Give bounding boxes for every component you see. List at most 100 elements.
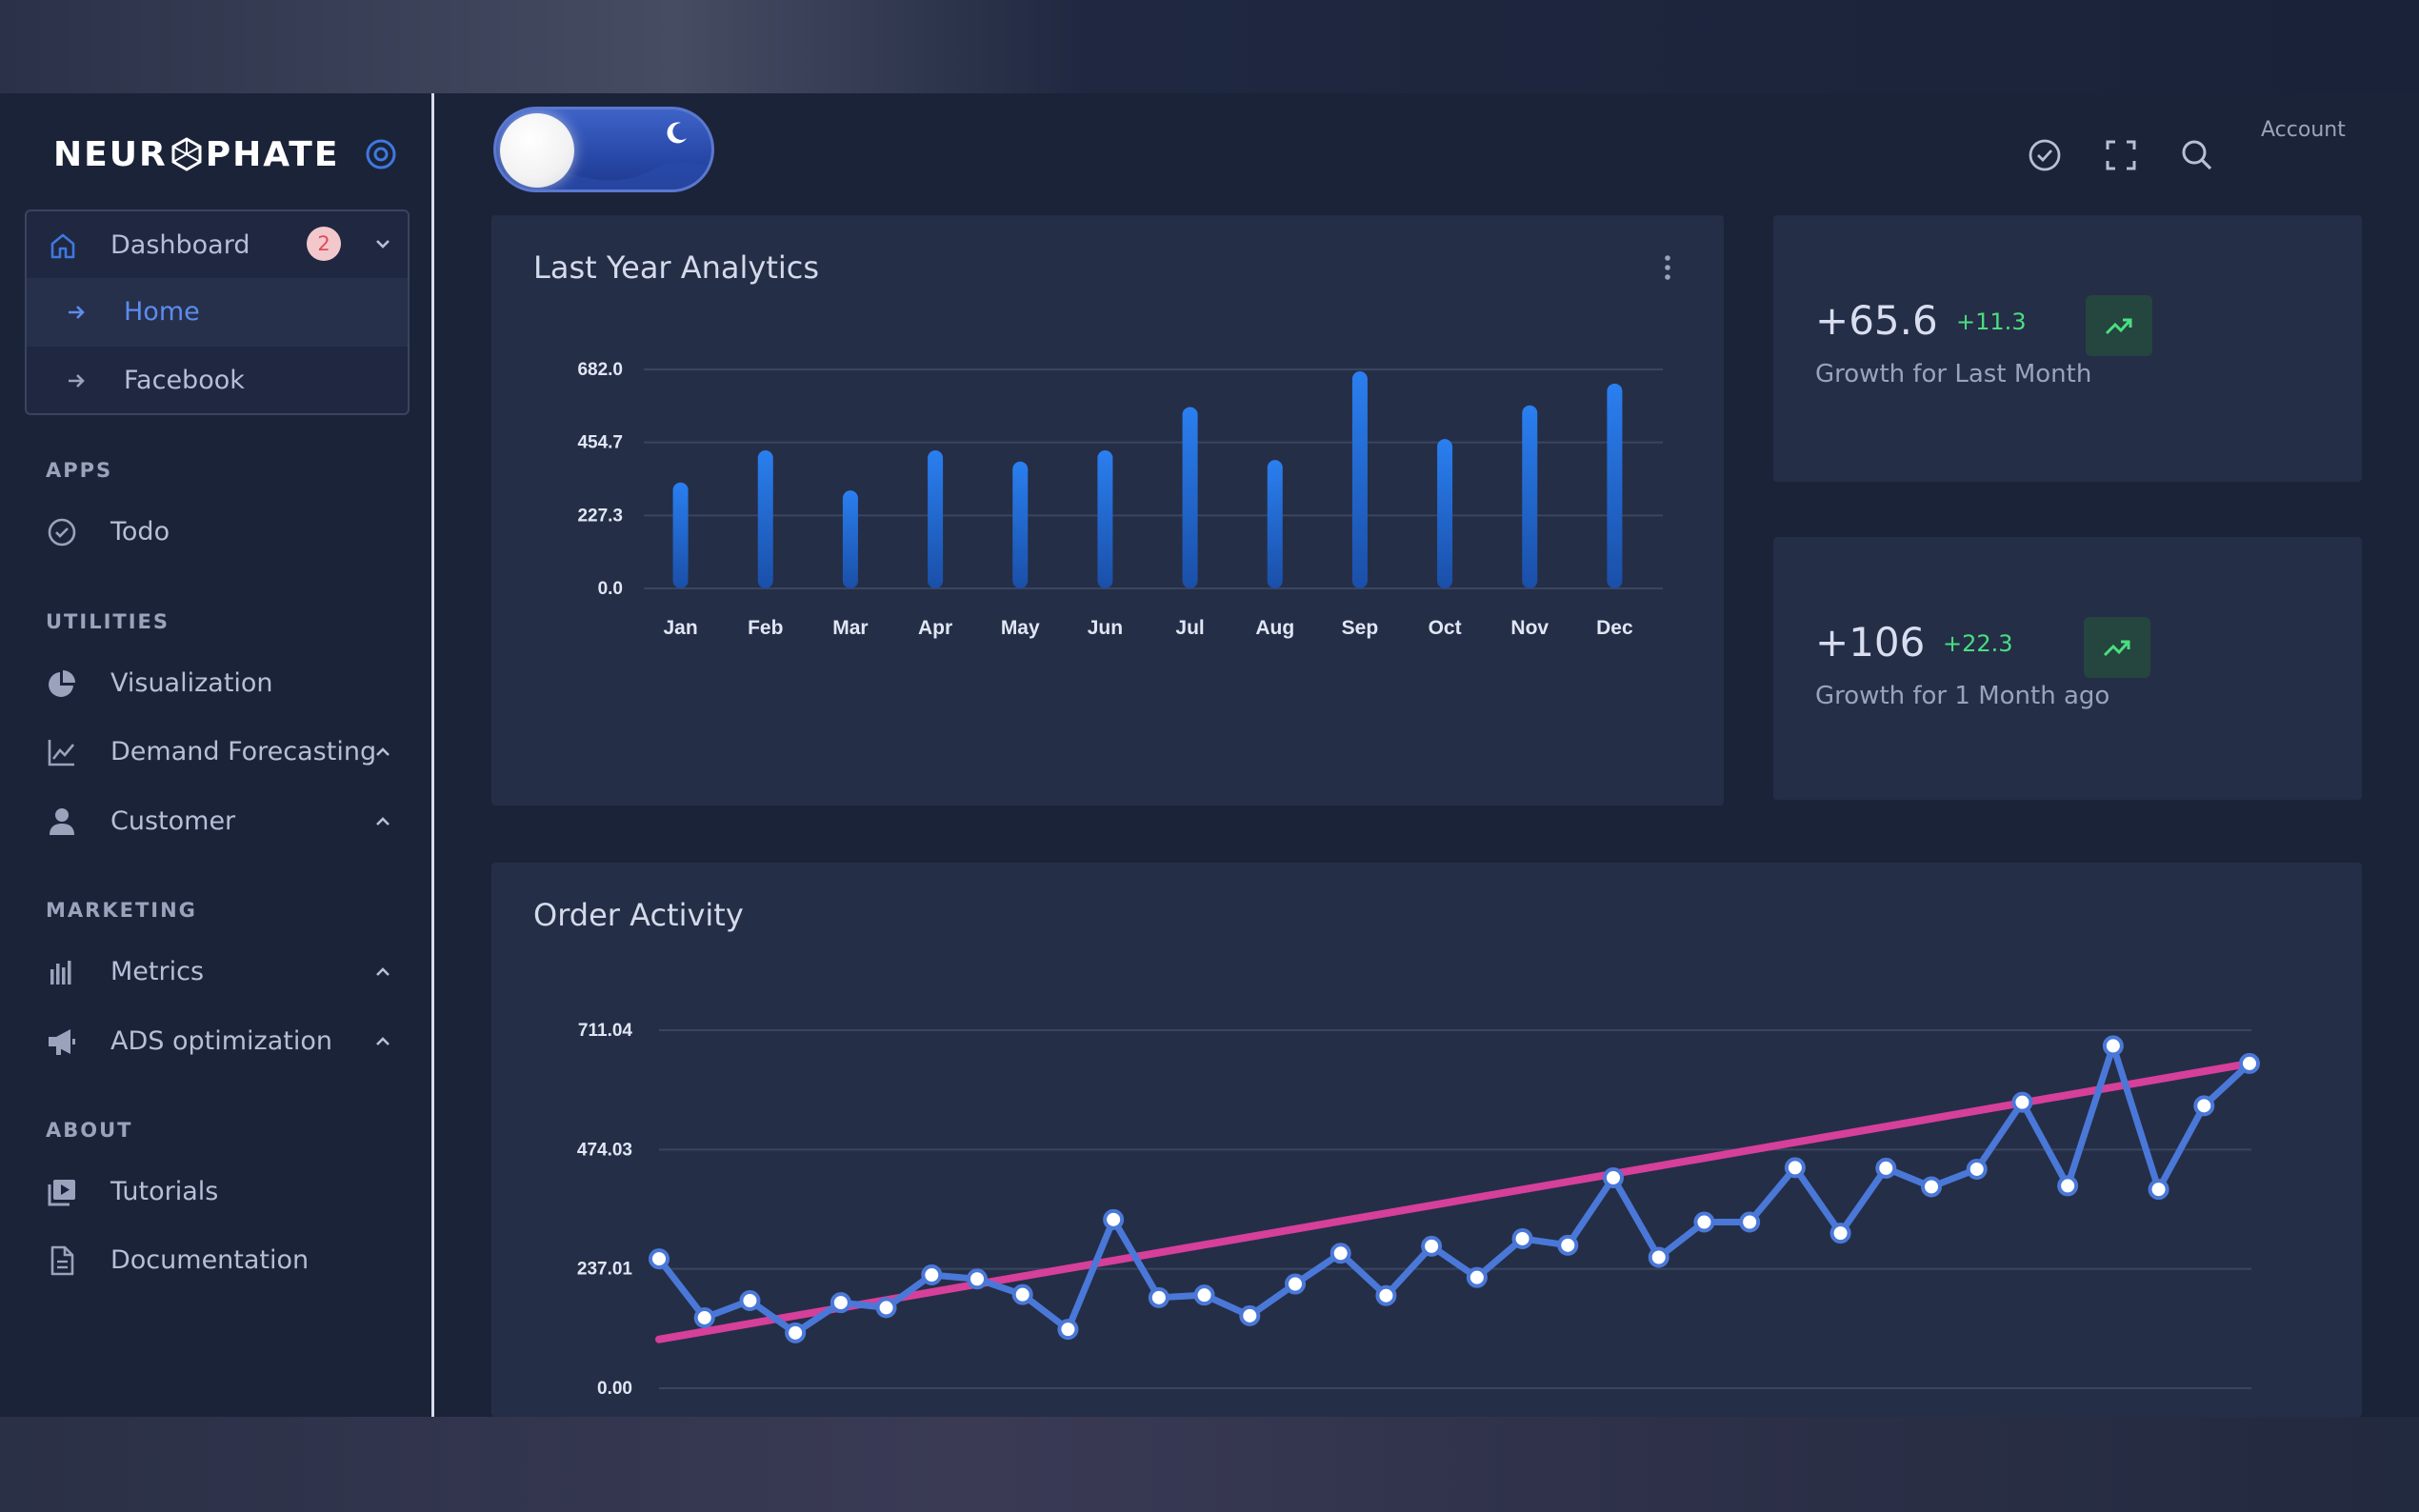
check-circle-icon [48,518,76,547]
toggle-knob[interactable] [500,113,574,188]
x-tick-label: May [1001,617,1040,639]
data-point [2057,1175,2079,1197]
data-point [1875,1157,1897,1179]
chevron-down-icon[interactable] [373,234,392,253]
sidebar-item-facebook[interactable]: Facebook [27,347,408,413]
brain-gem-icon [171,137,202,171]
theme-toggle[interactable] [493,107,714,192]
data-point [1466,1266,1488,1288]
sidebar-item-label: Customer [110,806,236,836]
trend-badge [2086,295,2152,356]
data-point [649,1248,670,1270]
x-tick-label: Dec [1596,617,1633,639]
y-tick-label: 682.0 [577,360,623,380]
data-point [875,1297,897,1319]
bar-jan [672,482,689,588]
x-tick-label: Nov [1510,617,1549,639]
chevron-up-icon[interactable] [373,1032,392,1051]
x-tick-label: Jun [1088,617,1123,639]
bar-jun [1097,449,1113,588]
y-tick-label: 0.0 [598,579,623,599]
x-tick-label: Feb [748,617,783,639]
sidebar-item-customer[interactable]: Customer [0,793,419,850]
brand-logo[interactable]: NEUR PHATE [53,133,339,175]
stat-label: Growth for 1 Month ago [1815,682,2110,710]
target-icon[interactable] [364,137,398,171]
bar-apr [928,449,944,588]
y-tick-label: 711.04 [578,1021,632,1041]
card-title: Last Year Analytics [533,249,820,286]
stat-label: Growth for Last Month [1815,360,2092,388]
stat-card-last-month: +65.6 +11.3 Growth for Last Month [1773,215,2362,482]
sidebar-item-label: Tutorials [110,1177,219,1206]
bar-feb [757,449,773,588]
data-point [1739,1211,1761,1233]
sidebar-item-ads-optimization[interactable]: ADS optimization [0,1013,419,1070]
stat-delta: +11.3 [1956,308,2027,335]
data-point [2148,1179,2169,1201]
moon-icon [667,122,687,144]
x-tick-label: Jan [663,617,697,639]
last-year-analytics-card: Last Year Analytics 0.0 227.3 454.7 682.0 Ja… [491,215,1724,806]
trend-line [655,1059,2253,1343]
section-title-marketing: MARKETING [46,899,197,922]
pie-chart-icon [49,670,75,697]
data-point [1103,1208,1125,1230]
y-tick-label: 0.00 [597,1379,632,1399]
chevron-up-icon[interactable] [373,743,392,762]
fullscreen-icon[interactable] [2103,137,2139,173]
sidebar-item-dashboard[interactable]: Dashboard 2 [27,211,408,278]
sidebar-item-label: Visualization [110,668,273,698]
line-chart-icon [48,740,75,766]
y-tick-label: 474.03 [577,1140,632,1160]
check-circle-icon[interactable] [2027,137,2063,173]
bar-chart: 0.0 227.3 454.7 682.0 Jan Feb Mar Apr May Jun Jul A… [577,360,1663,639]
x-tick-label: Apr [918,617,952,639]
data-point [1648,1246,1669,1268]
bottom-backdrop [0,1417,2419,1512]
bar-dec [1607,383,1623,588]
sidebar-item-home[interactable]: Home [27,278,408,347]
sidebar-item-todo[interactable]: Todo [0,504,419,561]
sidebar-item-visualization[interactable]: Visualization [0,655,419,712]
sidebar-item-documentation[interactable]: Documentation [0,1232,419,1289]
dashboard-menu-group: Dashboard 2 Home Facebook [25,209,410,415]
megaphone-icon [49,1029,75,1055]
video-library-icon [48,1180,75,1206]
data-point [693,1306,715,1328]
chevron-up-icon[interactable] [373,812,392,831]
data-point [1011,1283,1033,1305]
data-point [739,1289,761,1311]
data-point [1693,1211,1715,1233]
data-point [1511,1227,1533,1249]
sidebar-item-demand-forecasting[interactable]: Demand Forecasting [0,724,419,781]
data-point [1603,1166,1624,1188]
search-icon[interactable] [2179,137,2215,173]
bar-chart-icon [50,961,71,985]
data-point [1329,1243,1351,1264]
bar-may [1012,461,1029,588]
stat-delta: +22.3 [1943,630,2013,657]
data-point [1375,1284,1397,1306]
sidebar-item-label: Documentation [110,1245,310,1275]
order-activity-card: Order Activity 0.00 237.01 474.03 711.04 [491,863,2362,1417]
sidebar-item-label: Demand Forecasting [110,737,377,766]
sidebar-item-label: Todo [110,517,170,547]
section-title-about: ABOUT [46,1119,133,1142]
chevron-up-icon[interactable] [373,963,392,982]
sidebar-item-metrics[interactable]: Metrics [0,944,419,1001]
brand-name-right: PHATE [205,134,340,174]
stat-value: +106 [1815,619,1926,666]
stat-value: +65.6 [1815,297,1938,344]
data-point [1421,1235,1443,1257]
more-vert-icon[interactable] [1663,253,1672,282]
y-tick-label: 237.01 [577,1260,633,1280]
sidebar-item-label: Dashboard [110,230,250,260]
person-icon [50,808,74,835]
x-tick-label: Mar [832,617,868,639]
sidebar-item-tutorials[interactable]: Tutorials [0,1164,419,1221]
x-tick-label: Oct [1429,617,1462,639]
account-menu[interactable]: Account [2261,118,2346,142]
data-point [1285,1273,1306,1295]
arrow-right-icon [69,374,85,388]
